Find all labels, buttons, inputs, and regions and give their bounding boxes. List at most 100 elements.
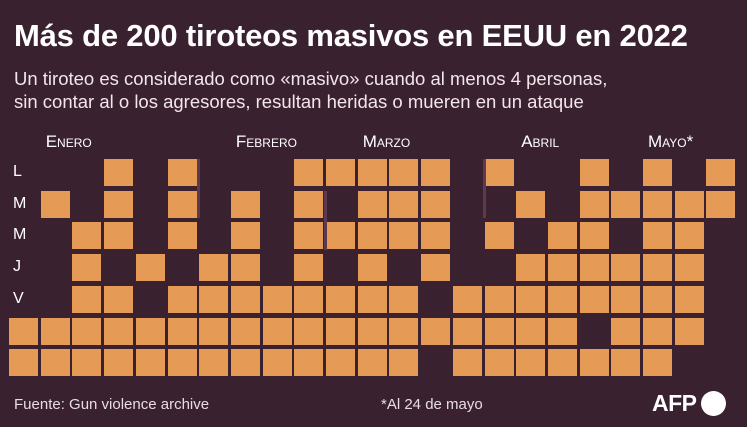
day-cell [484, 285, 514, 313]
day-cell [421, 159, 451, 186]
day-cell [547, 349, 577, 377]
day-cell [230, 317, 260, 345]
month-separator [324, 190, 327, 251]
afp-logo-dot-icon [700, 391, 726, 416]
day-cell [104, 285, 134, 313]
day-cell [674, 190, 704, 218]
day-cell [579, 159, 609, 186]
day-cell [452, 349, 482, 377]
footnote: *Al 24 de mayo [381, 396, 483, 413]
day-cell [72, 254, 102, 282]
afp-logo-text: AFP [652, 390, 697, 416]
day-cell [199, 317, 229, 345]
day-cell [674, 285, 704, 313]
day-cell [104, 317, 134, 345]
day-cell [516, 285, 546, 313]
day-cell [135, 349, 165, 377]
day-cell [484, 159, 514, 186]
day-cell [643, 222, 672, 250]
day-cell [199, 254, 229, 282]
day-cell [294, 222, 324, 250]
month-label: Marzo [362, 132, 411, 151]
day-cell [643, 285, 672, 313]
subtitle-line-2: sin contar al o los agresores, resultan … [14, 91, 584, 112]
day-cell [357, 349, 387, 377]
day-cell [579, 222, 609, 250]
day-cell [262, 285, 292, 313]
day-cell [40, 190, 70, 218]
day-cell [421, 317, 451, 345]
day-cell [516, 190, 546, 218]
day-cell [706, 190, 736, 218]
day-cell [389, 222, 419, 250]
day-cell [484, 349, 514, 377]
day-cell [357, 159, 387, 186]
day-cell [72, 317, 102, 345]
day-cell [294, 254, 324, 282]
day-cell [547, 285, 577, 313]
day-cell [674, 317, 704, 345]
day-cell [294, 349, 324, 377]
day-cell [547, 254, 577, 282]
day-cell [294, 159, 324, 186]
day-cell [326, 317, 355, 345]
day-cell [547, 222, 577, 250]
day-cell [643, 349, 672, 377]
day-cell [452, 285, 482, 313]
day-cell [199, 349, 229, 377]
day-cell [167, 317, 197, 345]
day-cell [389, 317, 419, 345]
day-cell [674, 254, 704, 282]
day-cell [135, 254, 165, 282]
day-cell [643, 254, 672, 282]
day-cell [262, 317, 292, 345]
day-cell [135, 317, 165, 345]
day-cell [643, 159, 672, 186]
day-cell [167, 349, 197, 377]
day-cell [104, 190, 134, 218]
day-cell [611, 190, 641, 218]
day-cell [357, 254, 387, 282]
month-label: Febrero [235, 132, 297, 151]
day-cell [706, 159, 736, 186]
month-separator [197, 159, 201, 219]
day-cell [72, 285, 102, 313]
day-cell [9, 317, 38, 345]
day-cell [326, 285, 355, 313]
day-cell [516, 317, 546, 345]
day-cell [611, 254, 641, 282]
day-cell [579, 254, 609, 282]
day-cell [167, 285, 197, 313]
day-cell [516, 349, 546, 377]
day-cell [357, 317, 387, 345]
day-cell [294, 317, 324, 345]
day-cell [389, 349, 419, 377]
day-cell [643, 190, 672, 218]
day-cell [230, 285, 260, 313]
day-cell [326, 349, 355, 377]
day-cell [326, 159, 355, 186]
day-cell [579, 190, 609, 218]
day-cell [230, 190, 260, 218]
day-cell [421, 190, 451, 218]
day-cell [357, 285, 387, 313]
subtitle-line-1: Un tiroteo es considerado como «masivo» … [14, 68, 608, 89]
day-cell [230, 222, 260, 250]
afp-logo: AFP [652, 390, 726, 417]
day-cell [326, 222, 355, 250]
day-label: M [13, 194, 27, 212]
day-cell [294, 285, 324, 313]
day-cell [294, 190, 324, 218]
day-cell [230, 254, 260, 282]
day-cell [357, 190, 387, 218]
month-separator [482, 159, 486, 219]
day-cell [104, 222, 134, 250]
day-cell [579, 349, 609, 377]
day-cell [611, 317, 641, 345]
month-label: Abril [521, 132, 560, 151]
day-cell [421, 222, 451, 250]
day-cell [357, 222, 387, 250]
day-cell [611, 349, 641, 377]
day-cell [547, 317, 577, 345]
day-cell [452, 317, 482, 345]
